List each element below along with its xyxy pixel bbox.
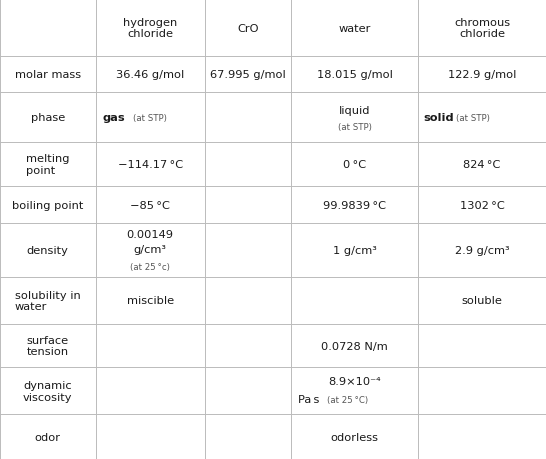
Text: 0.0728 N/m: 0.0728 N/m <box>321 341 388 351</box>
Text: 1 g/cm³: 1 g/cm³ <box>333 245 377 255</box>
Text: odor: odor <box>35 432 61 442</box>
Text: chromous
chloride: chromous chloride <box>454 18 510 39</box>
Text: 99.9839 °C: 99.9839 °C <box>323 200 386 210</box>
Text: 122.9 g/mol: 122.9 g/mol <box>448 70 517 80</box>
Text: 18.015 g/mol: 18.015 g/mol <box>317 70 393 80</box>
Text: 0.00149: 0.00149 <box>127 229 174 239</box>
Text: 1302 °C: 1302 °C <box>460 200 505 210</box>
Text: molar mass: molar mass <box>15 70 81 80</box>
Text: melting
point: melting point <box>26 154 69 175</box>
Text: liquid: liquid <box>339 106 370 116</box>
Text: 0 °C: 0 °C <box>343 160 366 170</box>
Text: water: water <box>339 23 371 34</box>
Text: miscible: miscible <box>127 296 174 306</box>
Text: phase: phase <box>31 113 65 123</box>
Text: 36.46 g/mol: 36.46 g/mol <box>116 70 185 80</box>
Text: soluble: soluble <box>462 296 502 306</box>
Text: (at STP): (at STP) <box>133 113 167 123</box>
Text: CrO: CrO <box>237 23 259 34</box>
Text: gas: gas <box>103 113 125 123</box>
Text: 67.995 g/mol: 67.995 g/mol <box>210 70 286 80</box>
Text: 824 °C: 824 °C <box>464 160 501 170</box>
Text: −85 °C: −85 °C <box>130 200 170 210</box>
Text: 2.9 g/cm³: 2.9 g/cm³ <box>455 245 509 255</box>
Text: 8.9×10⁻⁴: 8.9×10⁻⁴ <box>328 376 381 386</box>
Text: (at STP): (at STP) <box>456 113 490 123</box>
Text: boiling point: boiling point <box>12 200 84 210</box>
Text: solid: solid <box>424 113 454 123</box>
Text: Pa s: Pa s <box>298 395 319 404</box>
Text: g/cm³: g/cm³ <box>134 244 167 254</box>
Text: −114.17 °C: −114.17 °C <box>117 160 183 170</box>
Text: (at 25 °c): (at 25 °c) <box>130 262 170 271</box>
Text: dynamic
viscosity: dynamic viscosity <box>23 381 73 402</box>
Text: density: density <box>27 245 69 255</box>
Text: surface
tension: surface tension <box>27 335 69 357</box>
Text: hydrogen
chloride: hydrogen chloride <box>123 18 177 39</box>
Text: odorless: odorless <box>331 432 378 442</box>
Text: (at STP): (at STP) <box>337 123 372 132</box>
Text: solubility in
water: solubility in water <box>15 290 81 312</box>
Text: (at 25 °C): (at 25 °C) <box>327 395 367 404</box>
